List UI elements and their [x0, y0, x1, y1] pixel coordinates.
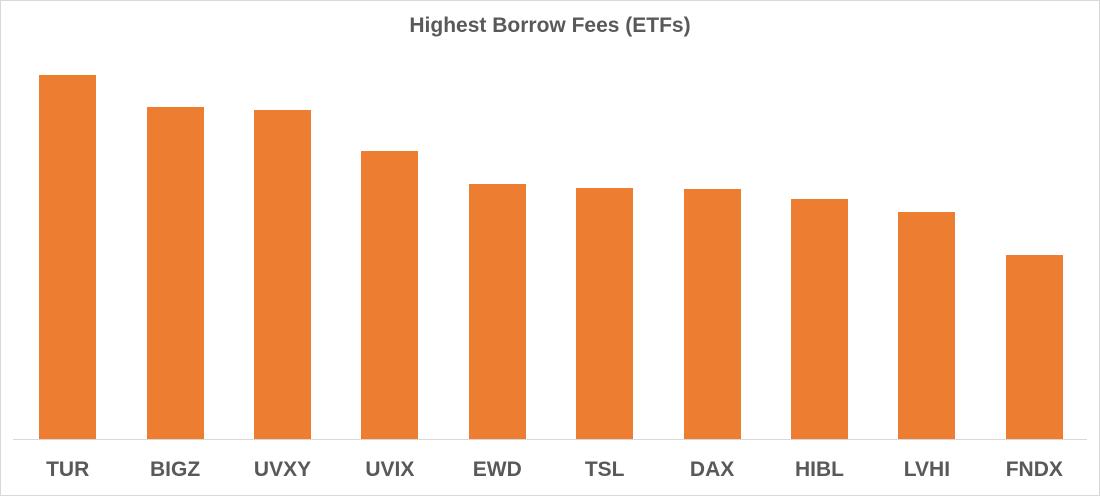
x-label-lvhi: LVHI: [903, 458, 951, 481]
chart-title: Highest Borrow Fees (ETFs): [409, 14, 691, 37]
x-label-hibl: HIBL: [795, 458, 844, 481]
x-label-uvix: UVIX: [365, 458, 415, 481]
bar-dax: [683, 189, 741, 439]
bar-bigz: [146, 107, 204, 439]
x-label-fndx: FNDX: [1005, 458, 1063, 481]
bar-lvhi: [898, 212, 956, 439]
bar-fndx: [1005, 255, 1063, 439]
bar-tur: [39, 75, 97, 439]
x-axis-line: [13, 439, 1087, 440]
x-label-tsl: TSL: [584, 458, 625, 481]
bar-tsl: [576, 188, 634, 439]
bar-uvxy: [254, 110, 311, 439]
bar-uvix: [361, 151, 419, 439]
x-label-dax: DAX: [689, 458, 735, 481]
bar-ewd: [468, 184, 526, 439]
x-label-bigz: BIGZ: [150, 458, 201, 481]
x-label-uvxy: UVXY: [253, 458, 312, 481]
x-label-tur: TUR: [46, 458, 90, 481]
bar-hibl: [791, 199, 848, 439]
x-label-ewd: EWD: [472, 458, 522, 481]
